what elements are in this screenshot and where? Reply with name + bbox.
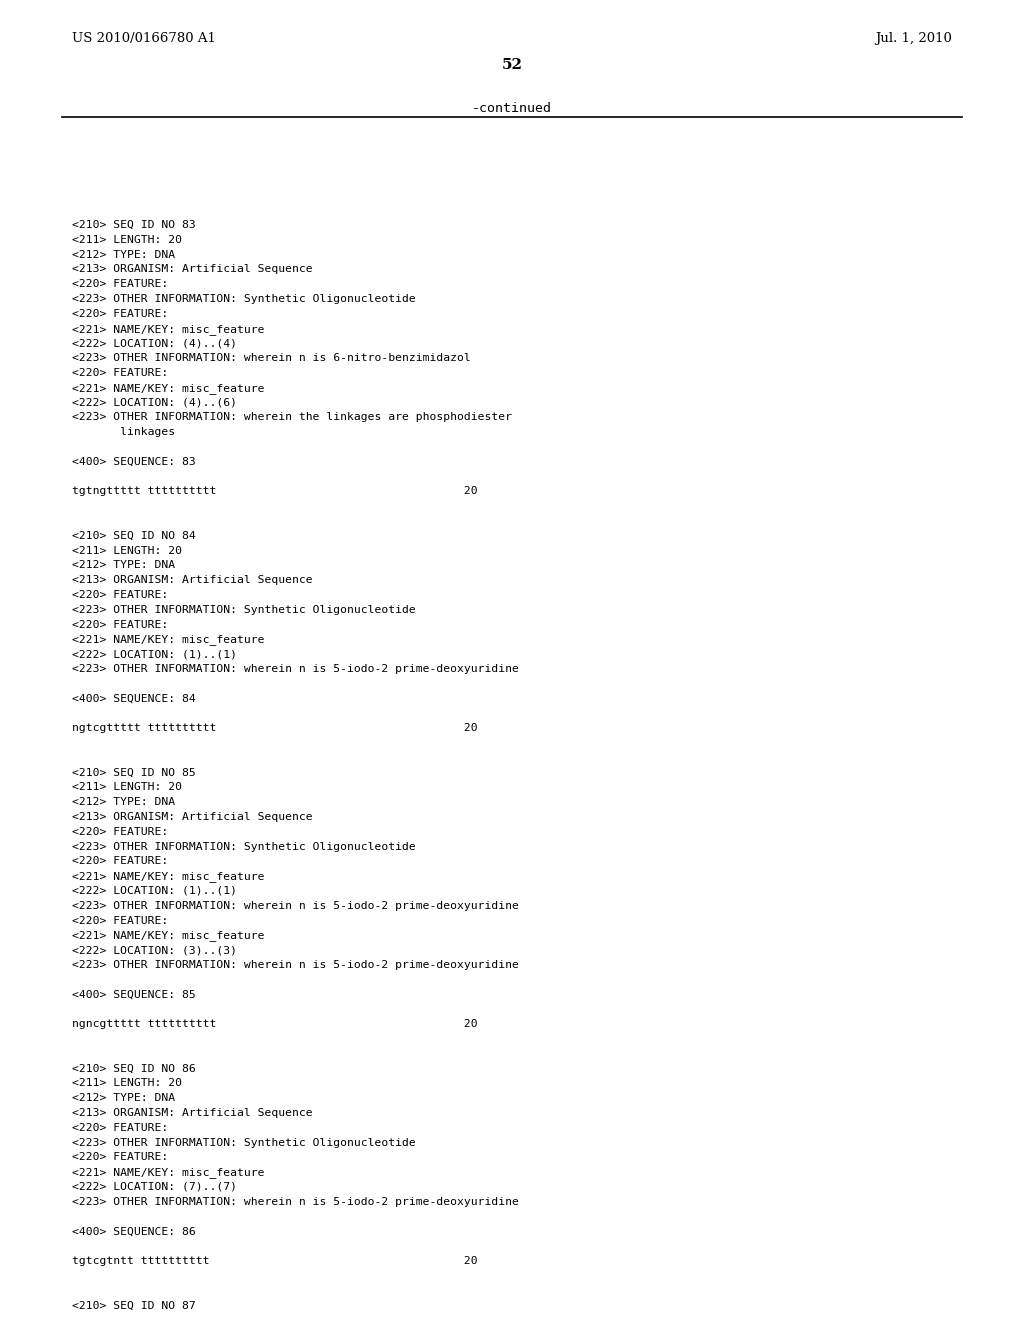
- Text: <220> FEATURE:: <220> FEATURE:: [72, 1123, 168, 1133]
- Text: <222> LOCATION: (4)..(6): <222> LOCATION: (4)..(6): [72, 397, 237, 408]
- Text: <220> FEATURE:: <220> FEATURE:: [72, 857, 168, 866]
- Text: <223> OTHER INFORMATION: wherein n is 5-iodo-2 prime-deoxyuridine: <223> OTHER INFORMATION: wherein n is 5-…: [72, 1197, 519, 1206]
- Text: <223> OTHER INFORMATION: wherein n is 5-iodo-2 prime-deoxyuridine: <223> OTHER INFORMATION: wherein n is 5-…: [72, 664, 519, 675]
- Text: <222> LOCATION: (3)..(3): <222> LOCATION: (3)..(3): [72, 945, 237, 956]
- Text: -continued: -continued: [472, 102, 552, 115]
- Text: <210> SEQ ID NO 86: <210> SEQ ID NO 86: [72, 1064, 196, 1073]
- Text: <211> LENGTH: 20: <211> LENGTH: 20: [72, 1078, 182, 1089]
- Text: <213> ORGANISM: Artificial Sequence: <213> ORGANISM: Artificial Sequence: [72, 576, 312, 585]
- Text: <220> FEATURE:: <220> FEATURE:: [72, 619, 168, 630]
- Text: <221> NAME/KEY: misc_feature: <221> NAME/KEY: misc_feature: [72, 871, 264, 882]
- Text: <220> FEATURE:: <220> FEATURE:: [72, 368, 168, 378]
- Text: US 2010/0166780 A1: US 2010/0166780 A1: [72, 32, 216, 45]
- Text: <223> OTHER INFORMATION: wherein the linkages are phosphodiester: <223> OTHER INFORMATION: wherein the lin…: [72, 412, 512, 422]
- Text: <223> OTHER INFORMATION: wherein n is 5-iodo-2 prime-deoxyuridine: <223> OTHER INFORMATION: wherein n is 5-…: [72, 900, 519, 911]
- Text: <220> FEATURE:: <220> FEATURE:: [72, 280, 168, 289]
- Text: <223> OTHER INFORMATION: Synthetic Oligonucleotide: <223> OTHER INFORMATION: Synthetic Oligo…: [72, 605, 416, 615]
- Text: <212> TYPE: DNA: <212> TYPE: DNA: [72, 561, 175, 570]
- Text: <222> LOCATION: (1)..(1): <222> LOCATION: (1)..(1): [72, 886, 237, 896]
- Text: <220> FEATURE:: <220> FEATURE:: [72, 1152, 168, 1163]
- Text: <400> SEQUENCE: 86: <400> SEQUENCE: 86: [72, 1226, 196, 1237]
- Text: <213> ORGANISM: Artificial Sequence: <213> ORGANISM: Artificial Sequence: [72, 812, 312, 822]
- Text: tgtcgtntt tttttttttt                                     20: tgtcgtntt tttttttttt 20: [72, 1257, 477, 1266]
- Text: <211> LENGTH: 20: <211> LENGTH: 20: [72, 783, 182, 792]
- Text: <210> SEQ ID NO 87: <210> SEQ ID NO 87: [72, 1300, 196, 1311]
- Text: <212> TYPE: DNA: <212> TYPE: DNA: [72, 249, 175, 260]
- Text: <212> TYPE: DNA: <212> TYPE: DNA: [72, 797, 175, 808]
- Text: <210> SEQ ID NO 83: <210> SEQ ID NO 83: [72, 220, 196, 230]
- Text: <223> OTHER INFORMATION: wherein n is 5-iodo-2 prime-deoxyuridine: <223> OTHER INFORMATION: wherein n is 5-…: [72, 960, 519, 970]
- Text: <223> OTHER INFORMATION: Synthetic Oligonucleotide: <223> OTHER INFORMATION: Synthetic Oligo…: [72, 1138, 416, 1147]
- Text: <222> LOCATION: (7)..(7): <222> LOCATION: (7)..(7): [72, 1181, 237, 1192]
- Text: <220> FEATURE:: <220> FEATURE:: [72, 590, 168, 601]
- Text: <400> SEQUENCE: 85: <400> SEQUENCE: 85: [72, 990, 196, 999]
- Text: <212> TYPE: DNA: <212> TYPE: DNA: [72, 1093, 175, 1104]
- Text: <400> SEQUENCE: 83: <400> SEQUENCE: 83: [72, 457, 196, 467]
- Text: <221> NAME/KEY: misc_feature: <221> NAME/KEY: misc_feature: [72, 383, 264, 393]
- Text: <213> ORGANISM: Artificial Sequence: <213> ORGANISM: Artificial Sequence: [72, 1107, 312, 1118]
- Text: linkages: linkages: [72, 428, 175, 437]
- Text: <210> SEQ ID NO 85: <210> SEQ ID NO 85: [72, 768, 196, 777]
- Text: <400> SEQUENCE: 84: <400> SEQUENCE: 84: [72, 693, 196, 704]
- Text: <222> LOCATION: (4)..(4): <222> LOCATION: (4)..(4): [72, 338, 237, 348]
- Text: Jul. 1, 2010: Jul. 1, 2010: [876, 32, 952, 45]
- Text: <220> FEATURE:: <220> FEATURE:: [72, 826, 168, 837]
- Text: ngtcgttttt tttttttttt                                    20: ngtcgttttt tttttttttt 20: [72, 723, 477, 733]
- Text: <210> SEQ ID NO 84: <210> SEQ ID NO 84: [72, 531, 196, 541]
- Text: <223> OTHER INFORMATION: Synthetic Oligonucleotide: <223> OTHER INFORMATION: Synthetic Oligo…: [72, 294, 416, 304]
- Text: <211> LENGTH: 20: <211> LENGTH: 20: [72, 545, 182, 556]
- Text: <223> OTHER INFORMATION: Synthetic Oligonucleotide: <223> OTHER INFORMATION: Synthetic Oligo…: [72, 842, 416, 851]
- Text: tgtngttttt tttttttttt                                    20: tgtngttttt tttttttttt 20: [72, 486, 477, 496]
- Text: ngncgttttt tttttttttt                                    20: ngncgttttt tttttttttt 20: [72, 1019, 477, 1030]
- Text: <221> NAME/KEY: misc_feature: <221> NAME/KEY: misc_feature: [72, 1167, 264, 1179]
- Text: <221> NAME/KEY: misc_feature: <221> NAME/KEY: misc_feature: [72, 323, 264, 334]
- Text: <220> FEATURE:: <220> FEATURE:: [72, 916, 168, 925]
- Text: 52: 52: [502, 58, 522, 73]
- Text: <223> OTHER INFORMATION: wherein n is 6-nitro-benzimidazol: <223> OTHER INFORMATION: wherein n is 6-…: [72, 354, 471, 363]
- Text: <221> NAME/KEY: misc_feature: <221> NAME/KEY: misc_feature: [72, 635, 264, 645]
- Text: <220> FEATURE:: <220> FEATURE:: [72, 309, 168, 319]
- Text: <213> ORGANISM: Artificial Sequence: <213> ORGANISM: Artificial Sequence: [72, 264, 312, 275]
- Text: <211> LENGTH: 20: <211> LENGTH: 20: [72, 235, 182, 244]
- Text: <221> NAME/KEY: misc_feature: <221> NAME/KEY: misc_feature: [72, 931, 264, 941]
- Text: <222> LOCATION: (1)..(1): <222> LOCATION: (1)..(1): [72, 649, 237, 659]
